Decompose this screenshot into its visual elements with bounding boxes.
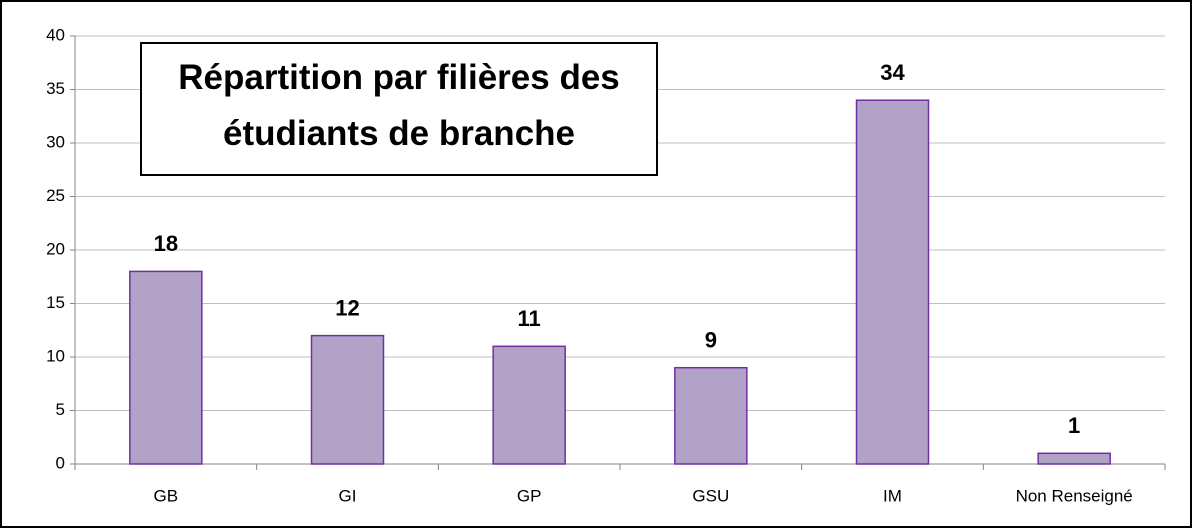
chart-title: Répartition par filières des étudiants d… [140, 42, 658, 176]
value-label: 12 [335, 295, 359, 320]
y-tick-label: 20 [46, 239, 65, 258]
value-label: 34 [880, 60, 905, 85]
x-tick-label: IM [883, 486, 902, 505]
value-label: 9 [705, 328, 717, 353]
y-tick-label: 15 [46, 293, 65, 312]
y-tick-label: 10 [46, 346, 65, 365]
y-tick-label: 40 [46, 25, 65, 44]
bar [855, 99, 930, 465]
x-tick-label: GSU [692, 486, 729, 505]
value-label: 1 [1068, 413, 1080, 438]
y-tick-label: 30 [46, 132, 65, 151]
bar [310, 334, 385, 465]
bar [492, 345, 566, 465]
x-tick-label: GP [517, 486, 542, 505]
bar [674, 366, 748, 465]
value-label: 18 [154, 231, 178, 256]
bar [129, 270, 203, 465]
x-tick-label: Non Renseigné [1016, 486, 1133, 505]
value-label: 11 [518, 306, 541, 331]
y-tick-label: 35 [46, 79, 65, 98]
bar [1037, 452, 1111, 465]
y-tick-label: 5 [56, 400, 65, 419]
y-tick-label: 25 [46, 186, 65, 205]
x-tick-label: GI [339, 486, 357, 505]
x-tick-label: GB [154, 486, 179, 505]
y-tick-label: 0 [56, 453, 65, 472]
